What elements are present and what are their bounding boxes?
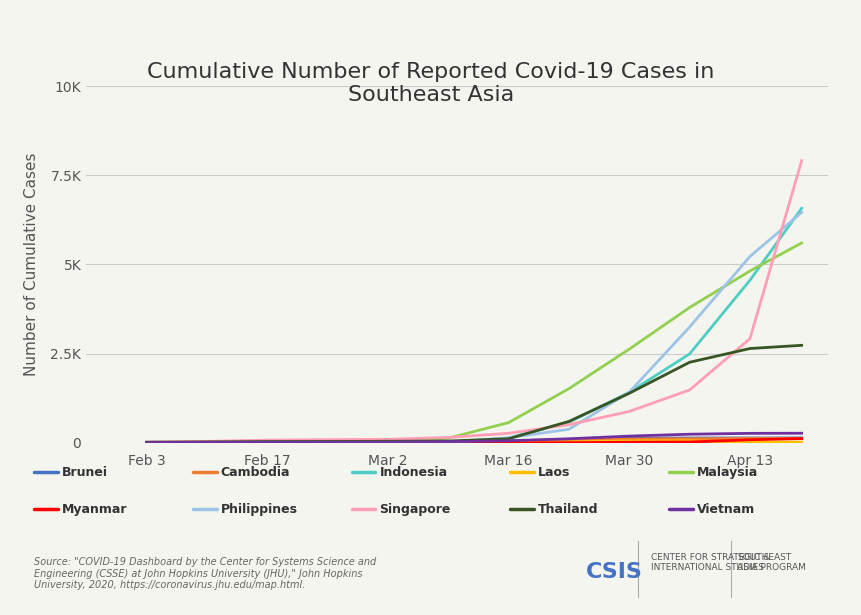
Text: Laos: Laos (537, 466, 570, 479)
Text: Cumulative Number of Reported Covid-19 Cases in
Southeast Asia: Cumulative Number of Reported Covid-19 C… (147, 62, 714, 105)
Text: Indonesia: Indonesia (379, 466, 447, 479)
Text: Philippines: Philippines (220, 502, 298, 516)
Text: Singapore: Singapore (379, 502, 450, 516)
Text: Brunei: Brunei (62, 466, 108, 479)
Text: Myanmar: Myanmar (62, 502, 127, 516)
Text: CSIS: CSIS (585, 562, 642, 582)
Text: Source: "COVID-19 Dashboard by the Center for Systems Science and
Engineering (C: Source: "COVID-19 Dashboard by the Cente… (34, 557, 376, 590)
Text: CENTER FOR STRATEGIC &
INTERNATIONAL STUDIES: CENTER FOR STRATEGIC & INTERNATIONAL STU… (650, 553, 769, 573)
Y-axis label: Number of Cumulative Cases: Number of Cumulative Cases (24, 153, 40, 376)
Text: Cambodia: Cambodia (220, 466, 290, 479)
Text: Thailand: Thailand (537, 502, 598, 516)
Text: Vietnam: Vietnam (696, 502, 754, 516)
Text: Malaysia: Malaysia (696, 466, 757, 479)
Text: SOUTHEAST
ASIA PROGRAM: SOUTHEAST ASIA PROGRAM (736, 553, 805, 573)
